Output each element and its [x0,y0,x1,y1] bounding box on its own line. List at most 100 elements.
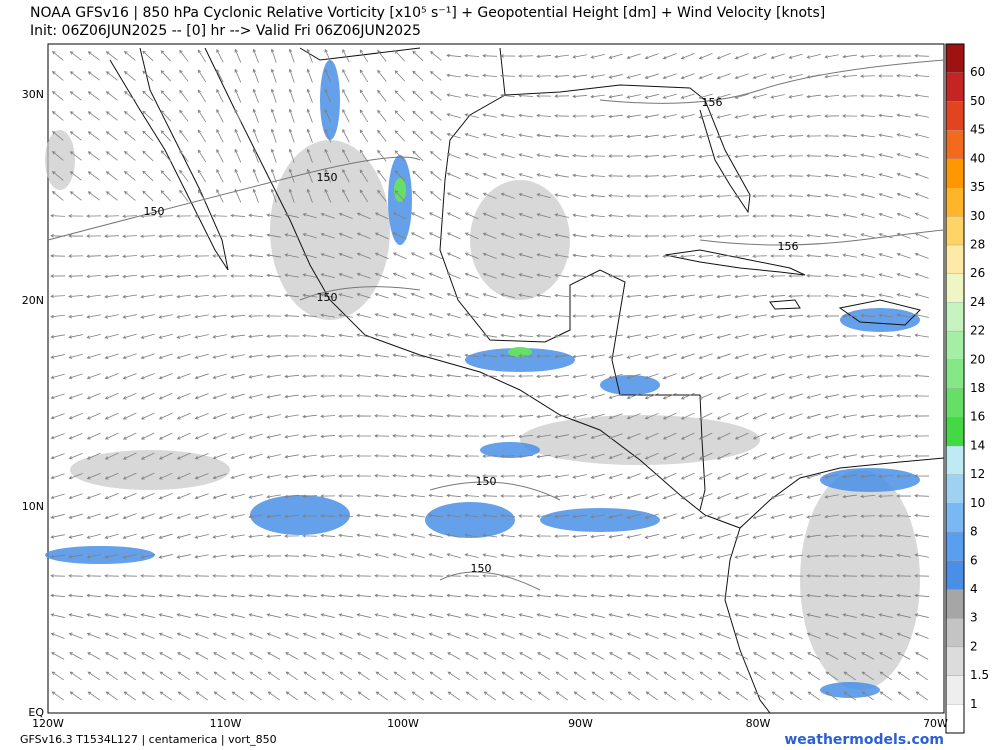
wind-arrow [770,194,786,198]
wind-arrow [158,412,173,420]
wind-arrow [842,133,858,138]
wind-arrow [266,253,281,258]
wind-arrow [464,53,480,58]
wind-arrow [197,169,207,183]
wind-arrow [446,393,462,398]
wind-arrow [500,533,516,538]
wind-arrow [644,154,660,159]
wind-arrow [608,274,624,278]
wind-arrow [572,193,587,198]
wind-arrow [824,514,839,519]
wind-arrow [194,613,209,618]
wind-arrow [374,353,389,358]
wind-arrow [698,574,714,578]
wind-arrow [338,414,354,418]
wind-arrow [554,534,570,538]
wind-arrow [662,412,677,420]
wind-arrow [662,214,678,218]
wind-arrow [464,272,479,279]
wind-arrow [806,173,822,178]
wind-arrow [824,74,839,79]
wind-arrow [160,150,172,162]
wind-arrow [698,73,713,80]
wind-arrow [392,454,408,458]
wind-arrow [140,632,155,639]
wind-arrow [216,69,224,83]
wind-arrow [230,493,245,499]
wind-arrow [123,130,136,141]
wind-arrow [536,454,551,459]
wind-arrow [500,414,516,418]
wind-arrow [284,213,299,218]
wind-arrow [142,70,154,82]
wind-arrow [788,393,803,400]
wind-arrow [770,593,786,598]
wind-arrow [338,374,354,378]
wind-arrow [680,353,695,360]
wind-arrow [410,473,426,478]
wind-arrow [753,691,766,701]
wind-arrow [771,652,785,660]
wind-arrow [680,314,695,319]
wind-arrow [842,514,858,519]
wind-arrow [554,394,569,399]
wind-arrow [662,554,677,559]
wind-arrow [356,353,371,358]
wind-arrow [195,671,209,681]
wind-arrow [896,172,911,179]
wind-arrow [176,432,191,440]
wind-arrow [482,414,498,418]
wind-arrow [194,513,209,520]
wind-arrow [896,632,911,639]
wind-arrow [176,214,192,218]
wind-arrow [699,691,712,701]
wind-arrow [806,253,822,258]
wind-arrow [266,354,282,359]
wind-arrow [252,128,259,143]
wind-arrow [375,671,389,681]
wind-arrow [626,234,642,238]
wind-arrow [68,554,83,559]
wind-arrow [248,534,264,539]
wind-arrow [50,613,65,618]
wind-arrow [446,113,461,119]
wind-arrow [716,174,732,179]
wind-arrow [734,274,750,279]
wind-arrow [338,632,353,639]
wind-arrow [716,632,731,639]
wind-arrow [104,554,119,559]
colorbar-label: 4 [970,582,978,596]
wind-arrow [842,474,857,479]
wind-arrow [105,652,119,660]
colorbar-segment [945,618,965,648]
wind-arrow [536,133,551,138]
wind-arrow [197,109,207,123]
wind-arrow [626,373,641,380]
wind-arrow [806,574,822,578]
wind-arrow [394,130,406,142]
wind-arrow [412,50,424,62]
wind-arrow [69,71,82,81]
wind-arrow [860,334,876,338]
wind-arrow [482,553,497,558]
wind-arrow [158,574,174,578]
wind-arrow [536,494,552,499]
wind-arrow [914,73,930,78]
wind-arrow [807,652,821,660]
wind-arrow [914,394,930,398]
wind-arrow [230,213,246,218]
wind-arrow [86,513,101,520]
wind-arrow [806,494,821,499]
colorbar-segment [945,244,965,274]
wind-arrow [644,412,659,420]
wind-arrow [320,613,335,618]
wind-arrow [825,691,838,701]
wind-arrow [158,432,173,440]
wind-arrow [464,414,480,418]
wind-arrow [69,111,82,121]
wind-arrow [302,434,317,439]
wind-arrow [644,493,659,500]
wind-arrow [771,671,785,681]
wind-arrow [104,214,120,218]
wind-arrow [446,632,461,639]
